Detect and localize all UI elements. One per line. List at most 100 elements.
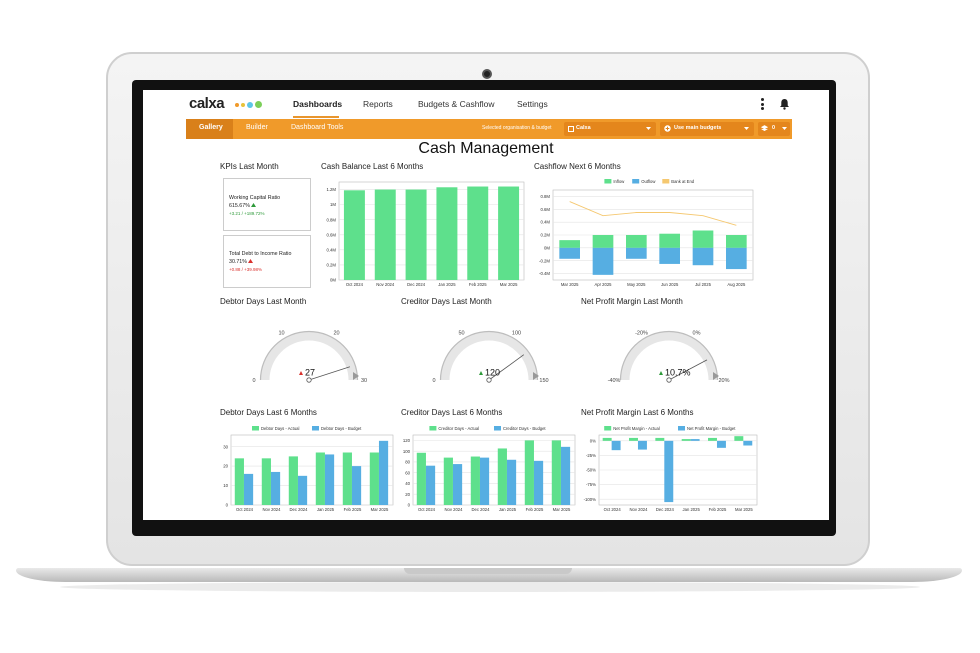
x-tick-label: Dec 2024 <box>290 507 309 512</box>
gauge-value: 27 <box>305 368 315 378</box>
x-tick-label: Aug 2025 <box>727 282 746 287</box>
kpi-label: Total Debt to Income Ratio <box>229 251 292 257</box>
trend-up-icon <box>659 371 663 375</box>
tab-gallery-bg <box>186 119 233 139</box>
debtor-days-title: Debtor Days Last Month <box>220 297 307 306</box>
budget-select[interactable]: Use main budgets <box>660 122 754 136</box>
bar <box>506 459 517 505</box>
x-tick-label: May 2025 <box>627 282 646 287</box>
y-tick-label: 0.8M <box>540 194 550 199</box>
calxa-logo[interactable]: calxa <box>189 95 225 112</box>
legend-swatch <box>429 426 437 431</box>
bar <box>655 437 665 441</box>
bar <box>324 454 335 505</box>
creditor-days-6-chart: 0 20 40 60 80 100 120 Oct 2024 Nov 2024 Dec 2024 J… <box>403 426 576 512</box>
organisation-select[interactable]: Calxa <box>564 122 656 136</box>
y-tick-label: 0.8M <box>326 217 336 222</box>
gauge-tick-label: 0 <box>432 378 435 384</box>
bar <box>637 440 647 450</box>
bar <box>681 439 691 441</box>
bar <box>436 187 458 280</box>
legend-label: Debtor Days - Budget <box>321 426 362 431</box>
app-screen: calxa Dashboards Reports Budgets & Cashf… <box>143 90 829 520</box>
gauge-track <box>440 331 538 381</box>
gauge-track <box>620 331 718 381</box>
y-tick-label: 0 <box>226 503 229 508</box>
more-vertical-icon[interactable] <box>761 98 764 110</box>
y-tick-label: -0.2M <box>539 258 550 263</box>
y-tick-label: 0.6M <box>540 207 550 212</box>
kpi-value: 30.71% <box>229 259 254 265</box>
npm-6-title: Net Profit Margin Last 6 Months <box>581 408 694 417</box>
y-tick-label: 40 <box>405 481 410 486</box>
gauge-tick-label: 50 <box>458 330 464 336</box>
cash-balance-chart: 0M 0.2M 0.4M 0.6M 0.8M 1M 1.2M Oct 2024 Nov 2024… <box>326 181 525 287</box>
bar <box>664 440 674 503</box>
y-tick-label: 10 <box>223 483 228 488</box>
x-tick-label: Feb 2025 <box>526 507 544 512</box>
bar <box>726 235 747 248</box>
nav-dashboards[interactable]: Dashboards <box>293 99 343 109</box>
legend-swatch <box>604 179 612 184</box>
bar <box>479 457 490 505</box>
bar <box>602 437 612 441</box>
plot-frame <box>338 181 525 281</box>
x-tick-label: Jan 2025 <box>499 507 517 512</box>
nav-budgets-cashflow[interactable]: Budgets & Cashflow <box>418 99 495 109</box>
legend-label: Creditor Days - Budget <box>503 426 546 431</box>
bar <box>470 456 480 505</box>
bar <box>243 473 254 505</box>
bar <box>297 475 308 505</box>
creditor-days-title: Creditor Days Last Month <box>401 297 492 306</box>
selected-org-label: Selected organisation & budget <box>482 125 552 131</box>
chevron-down-icon <box>782 127 787 130</box>
bar <box>708 437 717 441</box>
bar <box>592 247 614 275</box>
legend-swatch <box>632 179 640 184</box>
y-tick-label: 30 <box>223 444 228 449</box>
budget-value: Use main budgets <box>674 125 722 131</box>
x-tick-label: Dec 2024 <box>472 507 491 512</box>
net-profit-margin-gauge: -40% -20% 0% 20% 10.7% <box>608 330 730 384</box>
nav-reports[interactable]: Reports <box>363 99 393 109</box>
laptop-base <box>16 568 962 582</box>
bar <box>559 247 580 259</box>
bar <box>690 439 700 441</box>
bell-icon[interactable] <box>779 98 790 110</box>
trend-up-icon <box>248 259 254 263</box>
net-profit-margin-6-chart: -100% -75% -50% -25% 0% Oct 2024 Nov 2024 Dec 2… <box>584 426 758 512</box>
x-tick-label: Mar 2025 <box>561 282 579 287</box>
legend-label: Outflow <box>641 179 656 184</box>
creditor-6-title: Creditor Days Last 6 Months <box>401 408 503 417</box>
tab-gallery[interactable]: Gallery <box>199 124 223 131</box>
x-tick-label: Feb 2025 <box>344 507 362 512</box>
bar <box>734 436 744 441</box>
bar <box>716 440 726 448</box>
tab-dashboard-tools[interactable]: Dashboard Tools <box>291 124 344 131</box>
trend-up-icon <box>479 371 483 375</box>
organisation-value: Calxa <box>576 125 591 131</box>
bar <box>315 452 325 505</box>
bar <box>629 437 638 441</box>
gauge-tick-label: -20% <box>635 330 648 336</box>
tab-builder[interactable]: Builder <box>246 124 268 131</box>
top-nav: calxa Dashboards Reports Budgets & Cashf… <box>143 90 829 119</box>
x-tick-label: Oct 2024 <box>236 507 254 512</box>
gauge-marker <box>533 372 539 380</box>
x-tick-label: Feb 2025 <box>709 507 727 512</box>
bar <box>592 235 614 248</box>
cashflow-title: Cashflow Next 6 Months <box>534 162 621 171</box>
layers-select[interactable]: 0 <box>758 122 790 136</box>
y-tick-label: 120 <box>403 438 411 443</box>
legend-label: Bank at End <box>671 179 694 184</box>
x-tick-label: Jan 2025 <box>438 282 456 287</box>
x-tick-label: Mar 2025 <box>553 507 571 512</box>
gauge-value: 10.7% <box>665 368 691 378</box>
gauge-marker <box>353 372 359 380</box>
debtor-days-6-chart: 0 10 20 30 Oct 2024 Nov 2024 Dec 2024 Jan 2025 F… <box>223 426 394 512</box>
x-tick-label: Oct 2024 <box>346 282 364 287</box>
nav-settings[interactable]: Settings <box>517 99 548 109</box>
x-tick-label: Mar 2025 <box>371 507 389 512</box>
kpi-card-debt-to-income[interactable]: Total Debt to Income Ratio 30.71% +0.88 … <box>223 235 311 288</box>
kpi-card-working-capital[interactable]: Working Capital Ratio 615.67% +3.21 / +1… <box>223 178 311 231</box>
